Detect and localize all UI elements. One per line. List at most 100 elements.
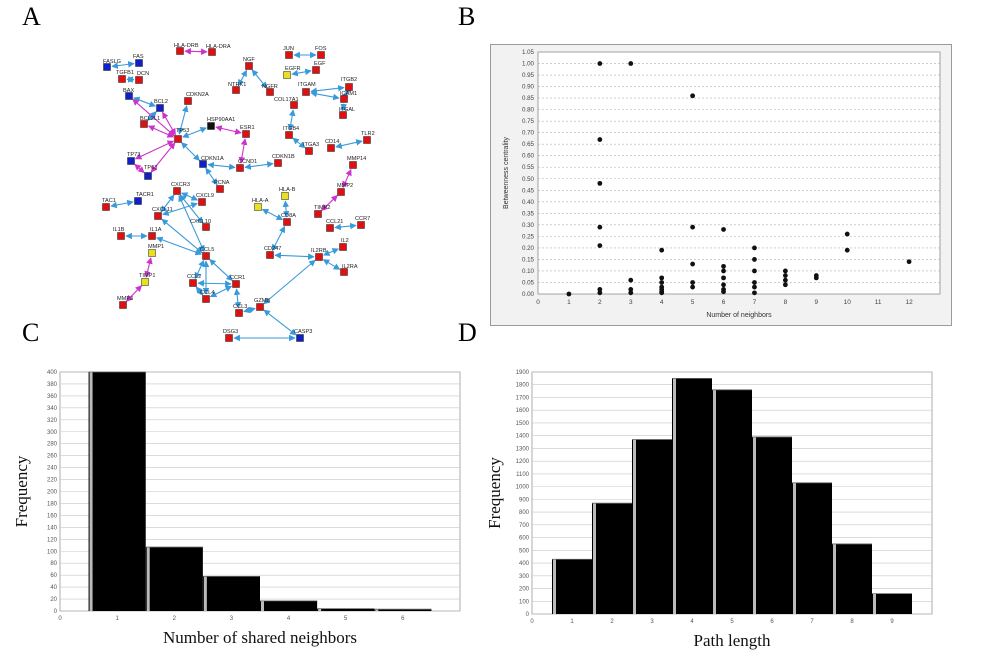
node-label-mmp2: MMP2 xyxy=(337,183,353,189)
node-gzmb xyxy=(256,303,264,311)
edge-cd247-il2rb xyxy=(274,252,315,260)
x-tick-label: 3 xyxy=(230,616,234,622)
data-point xyxy=(782,277,788,283)
node-label-cd14: CD14 xyxy=(325,139,339,145)
edge-tp73-tp53 xyxy=(134,140,175,160)
y-axis-label: Frequency xyxy=(485,457,504,529)
node-label-il1b: IL1B xyxy=(113,227,125,233)
bar-highlight xyxy=(673,378,676,614)
bar-1 xyxy=(88,372,146,611)
edge-hsp90aa1-tp53 xyxy=(182,126,207,139)
data-point xyxy=(813,275,819,281)
edge-hla-drb-hla-dra xyxy=(184,48,208,55)
bar-highlight xyxy=(261,600,264,611)
bar-5 xyxy=(712,389,752,614)
data-point xyxy=(782,268,788,274)
node-hla-drb xyxy=(176,47,184,55)
data-point xyxy=(844,247,850,253)
y-tick-label: 0.90 xyxy=(522,84,535,91)
x-axis-label: Number of shared neighbors xyxy=(163,628,357,647)
node-itga3 xyxy=(305,147,313,155)
data-point xyxy=(721,289,726,295)
node-label-cd8a: CD8A xyxy=(281,213,296,219)
x-tick-label: 0 xyxy=(530,619,534,625)
node-label-egf: EGF xyxy=(314,61,326,67)
bar-2 xyxy=(145,547,203,611)
path-length-bar-chart: 0 100 200 300 400 500 600 700 800 900 1000 1100 1200… xyxy=(485,370,933,650)
panel-label-c: C xyxy=(22,318,40,347)
node-mmp1 xyxy=(148,249,156,257)
y-tick-label: 20 xyxy=(50,597,57,603)
node-bcl2 xyxy=(156,104,164,112)
node-il1a xyxy=(148,232,156,240)
node-cxcl11 xyxy=(154,212,162,220)
data-point xyxy=(690,280,696,285)
x-tick-label: 0 xyxy=(536,299,540,306)
node-pcna xyxy=(216,185,224,193)
node-label-hla-b: HLA-B xyxy=(279,187,296,193)
node-label-cxcl10: CXCL10 xyxy=(190,219,211,225)
x-tick-label: 7 xyxy=(810,619,814,625)
node-il2rb xyxy=(315,253,323,261)
data-point xyxy=(782,273,788,278)
data-point xyxy=(721,282,726,288)
edge-bax-bcl2 xyxy=(133,96,156,108)
node-mmp14 xyxy=(349,161,357,169)
x-tick-label: 9 xyxy=(814,299,818,306)
y-tick-label: 400 xyxy=(47,370,58,376)
node-label-itga3: ITGA3 xyxy=(303,142,319,148)
edge-casp3-gzmb xyxy=(263,309,297,336)
node-cdkn1a xyxy=(199,160,207,168)
node-label-hla-a: HLA-A xyxy=(252,198,269,204)
edge-mmp14-mmp2 xyxy=(342,168,352,189)
x-tick-label: 11 xyxy=(875,299,882,306)
x-tick-label: 6 xyxy=(401,616,405,622)
edge-cd14-tlr2 xyxy=(335,139,363,149)
data-point xyxy=(597,180,603,186)
x-tick-label: 8 xyxy=(850,619,854,625)
y-tick-label: 0.15 xyxy=(522,256,535,263)
bar-highlight xyxy=(593,503,596,614)
node-label-il1a: IL1A xyxy=(150,227,162,233)
node-label-icam1: ICAM1 xyxy=(340,91,357,97)
node-cd14 xyxy=(327,144,335,152)
node-cd8a xyxy=(283,218,291,226)
node-icam1 xyxy=(340,95,348,103)
data-point xyxy=(628,286,634,292)
edge-gzmb-ccl3 xyxy=(243,306,256,314)
network-graph: FASLG FAS TGFB1 DCN HLA-DRB HLA-DRA NGF JUN FOS E… xyxy=(102,43,375,342)
y-tick-label: 0.10 xyxy=(522,268,535,275)
node-mmp3 xyxy=(119,301,127,309)
y-tick-label: 0.75 xyxy=(522,118,535,125)
y-tick-label: 1900 xyxy=(516,370,530,376)
node-tlr2 xyxy=(363,136,371,144)
node-label-itgal: ITGAL xyxy=(339,107,355,113)
bar-3 xyxy=(632,439,672,614)
edge-ccl2-ccl4 xyxy=(195,286,204,296)
y-tick-label: 700 xyxy=(519,523,530,529)
data-point xyxy=(597,290,603,296)
node-label-il2rb: IL2RB xyxy=(311,248,327,254)
y-tick-label: 0.05 xyxy=(522,279,535,286)
bar-highlight xyxy=(633,439,636,614)
node-ccl3 xyxy=(235,309,243,317)
node-label-cxcr3: CXCR3 xyxy=(171,182,190,188)
node-label-tgfb1: TGFB1 xyxy=(116,70,134,76)
node-ntrk1 xyxy=(232,86,240,94)
y-tick-label: 1000 xyxy=(516,485,530,491)
node-label-col17a1: COL17A1 xyxy=(274,97,299,103)
node-dcn xyxy=(135,76,143,84)
node-label-mmp3: MMP3 xyxy=(117,296,133,302)
data-point xyxy=(597,224,603,230)
node-hsp90aa1 xyxy=(207,122,215,130)
node-cxcl10 xyxy=(202,223,210,231)
x-tick-label: 5 xyxy=(730,619,734,625)
node-ccr7 xyxy=(357,221,365,229)
bar-highlight xyxy=(713,389,716,614)
y-tick-label: 280 xyxy=(47,442,58,448)
data-point xyxy=(752,245,757,251)
x-tick-label: 2 xyxy=(598,299,602,306)
edge-ngf-ngfr xyxy=(251,69,268,89)
edge-hla-b-cd8a xyxy=(282,200,290,218)
y-tick-label: 160 xyxy=(47,513,58,519)
